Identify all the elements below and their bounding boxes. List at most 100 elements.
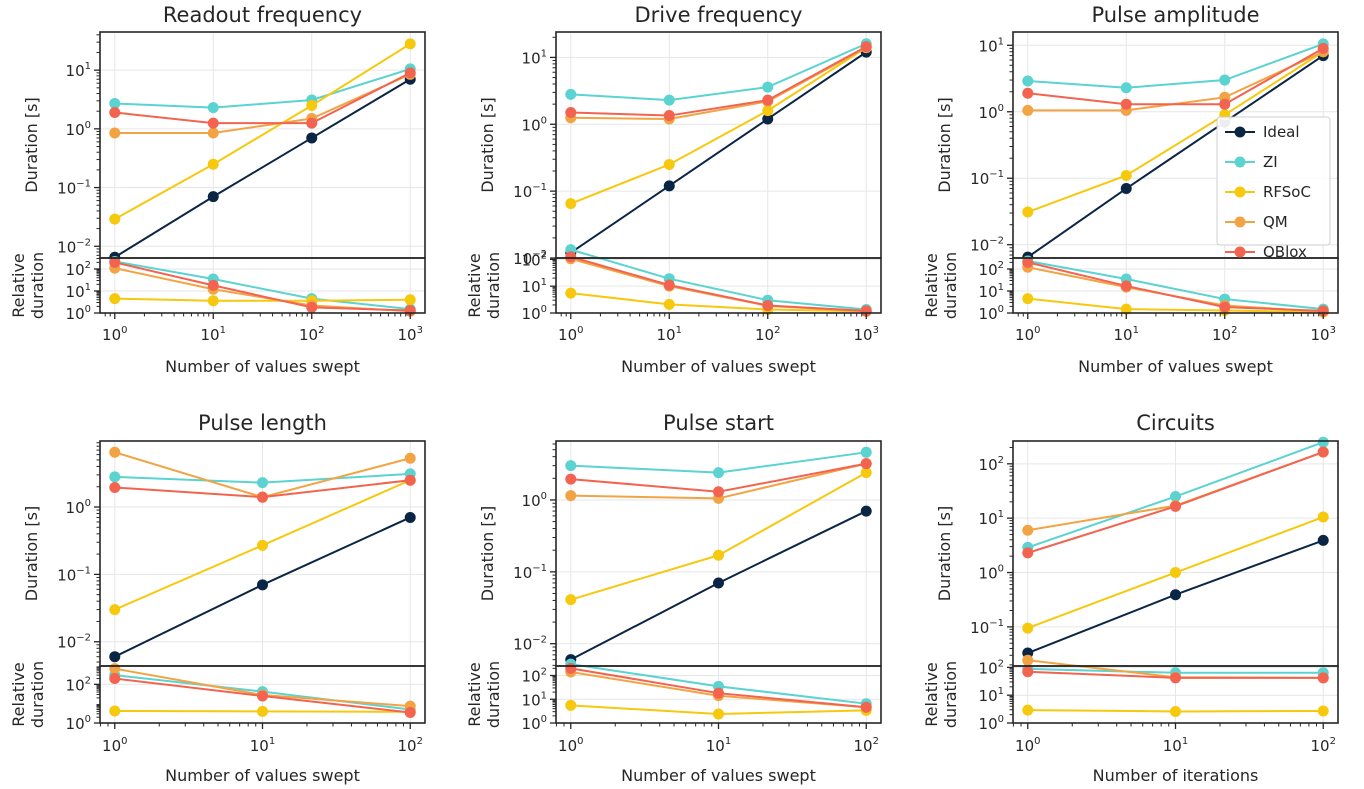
y-tick-label: 100 (66, 498, 91, 517)
series-line-rfsoc (570, 46, 867, 205)
data-point-zi (762, 81, 774, 93)
data-point-ideal (762, 113, 774, 125)
relative-point-rfsoc (565, 699, 577, 711)
relative-point-rfsoc (1170, 705, 1181, 717)
y-axis-label: Duration [s] (478, 506, 497, 601)
data-point-rfsoc (207, 158, 219, 170)
x-tick-label: 102 (1212, 325, 1237, 344)
y-tick-label: 10−1 (57, 179, 91, 198)
x-axis-label: Number of iterations (1093, 766, 1259, 785)
relative-point-qblox (762, 300, 774, 312)
data-point-rfsoc (404, 38, 416, 50)
x-tick-label: 100 (1015, 325, 1040, 344)
y-tick-label: 10−1 (57, 565, 91, 584)
relative-y-tick-label: 101 (522, 690, 547, 709)
y-tick-label: 10−2 (513, 249, 547, 268)
data-point-rfsoc (1120, 169, 1132, 181)
y-axis-label: Duration [s] (22, 506, 41, 601)
data-point-ideal (663, 180, 675, 192)
x-axis-label: Number of values swept (621, 766, 816, 785)
relative-point-qm (109, 663, 121, 675)
x-tick-label: 102 (755, 325, 780, 344)
panel-6: Circuits 10−1 100 101 102 100 101 102 100 101 102 N… (922, 411, 1339, 785)
relative-point-qblox (1022, 256, 1034, 268)
data-point-qblox (1022, 87, 1034, 99)
relative-y-tick-label: 102 (66, 260, 91, 279)
relative-y-tick-label: 101 (66, 282, 91, 301)
relative-y-tick-label: 101 (522, 277, 547, 296)
data-point-qm (207, 127, 219, 139)
relative-point-rfsoc (1022, 704, 1034, 716)
y-axis-label: Duration [s] (22, 97, 41, 192)
x-tick-label: 100 (102, 736, 127, 755)
legend: Ideal ZI RFSoC QM QBlox (1216, 116, 1331, 261)
y-tick-label: 10−2 (513, 635, 547, 654)
y-tick-label: 101 (979, 509, 1004, 528)
data-point-rfsoc (306, 99, 318, 111)
y-tick-label: 10−1 (970, 618, 1004, 637)
y-tick-label: 101 (522, 48, 547, 67)
data-point-qm (565, 490, 577, 502)
relative-point-qblox (109, 256, 121, 268)
data-point-zi (1317, 436, 1329, 448)
x-tick-label: 102 (853, 736, 878, 755)
data-point-qblox (1317, 446, 1329, 458)
relative-point-qblox (109, 673, 121, 685)
relative-point-qm (1022, 654, 1034, 666)
data-point-rfsoc (713, 549, 724, 561)
bottom-axes-frame (1012, 257, 1339, 314)
relative-point-qblox (1170, 672, 1181, 684)
relative-y-tick-label: 101 (979, 282, 1004, 301)
legend-label-qm: QM (1263, 213, 1288, 231)
data-point-qblox (1022, 547, 1034, 559)
y-tick-label: 10−1 (970, 169, 1004, 188)
y-tick-label: 100 (66, 120, 91, 139)
legend-label-ideal: Ideal (1263, 123, 1300, 141)
series-line-qblox (1027, 47, 1324, 106)
data-point-qm (404, 452, 416, 464)
data-point-rfsoc (663, 159, 675, 171)
data-point-zi (1022, 75, 1034, 87)
relative-y-tick-label: 100 (66, 304, 91, 323)
data-point-ideal (207, 191, 219, 203)
x-tick-label: 100 (102, 325, 127, 344)
legend-label-zi: ZI (1263, 153, 1278, 171)
x-axis-label: Number of values swept (165, 766, 360, 785)
relative-point-qblox (565, 662, 577, 674)
relative-point-qblox (306, 301, 318, 313)
data-point-rfsoc (109, 213, 121, 225)
y-axis-label: Duration [s] (478, 97, 497, 192)
x-tick-label: 102 (299, 325, 324, 344)
data-point-ideal (713, 577, 724, 589)
relative-point-qblox (860, 701, 872, 713)
x-tick-label: 101 (250, 736, 275, 755)
data-point-qblox (257, 491, 268, 503)
data-point-qm (1022, 104, 1034, 116)
panel-5: Pulse start 10−2 10−1 100 100 101 102 100 101 102… (465, 411, 882, 785)
relative-point-rfsoc (1022, 293, 1034, 305)
relative-point-qblox (663, 279, 675, 291)
y-tick-label: 10−2 (57, 633, 91, 652)
data-point-ideal (860, 505, 872, 517)
data-point-zi (109, 98, 121, 110)
series-line-zi (114, 67, 411, 109)
relative-point-qblox (1120, 280, 1132, 292)
relative-y-tick-label: 102 (979, 260, 1004, 279)
relative-y-tick-label: 102 (522, 250, 547, 269)
relative-line-qblox (570, 255, 867, 312)
data-point-ideal (1317, 534, 1329, 546)
series-line-qblox (114, 71, 411, 125)
data-point-qblox (565, 106, 577, 118)
data-point-qblox (404, 67, 416, 79)
panel-title: Readout frequency (163, 3, 362, 27)
data-point-rfsoc (860, 467, 872, 479)
x-tick-label: 101 (1163, 736, 1188, 755)
x-axis-label: Number of values swept (165, 357, 360, 376)
data-point-ideal (1120, 183, 1132, 195)
relative-line-qblox (114, 261, 411, 312)
data-point-zi (565, 88, 577, 100)
series-line-ideal (570, 51, 867, 254)
series-line-ideal (114, 78, 411, 259)
bottom-axes-frame (99, 257, 426, 314)
relative-y-tick-label: 100 (522, 304, 547, 323)
